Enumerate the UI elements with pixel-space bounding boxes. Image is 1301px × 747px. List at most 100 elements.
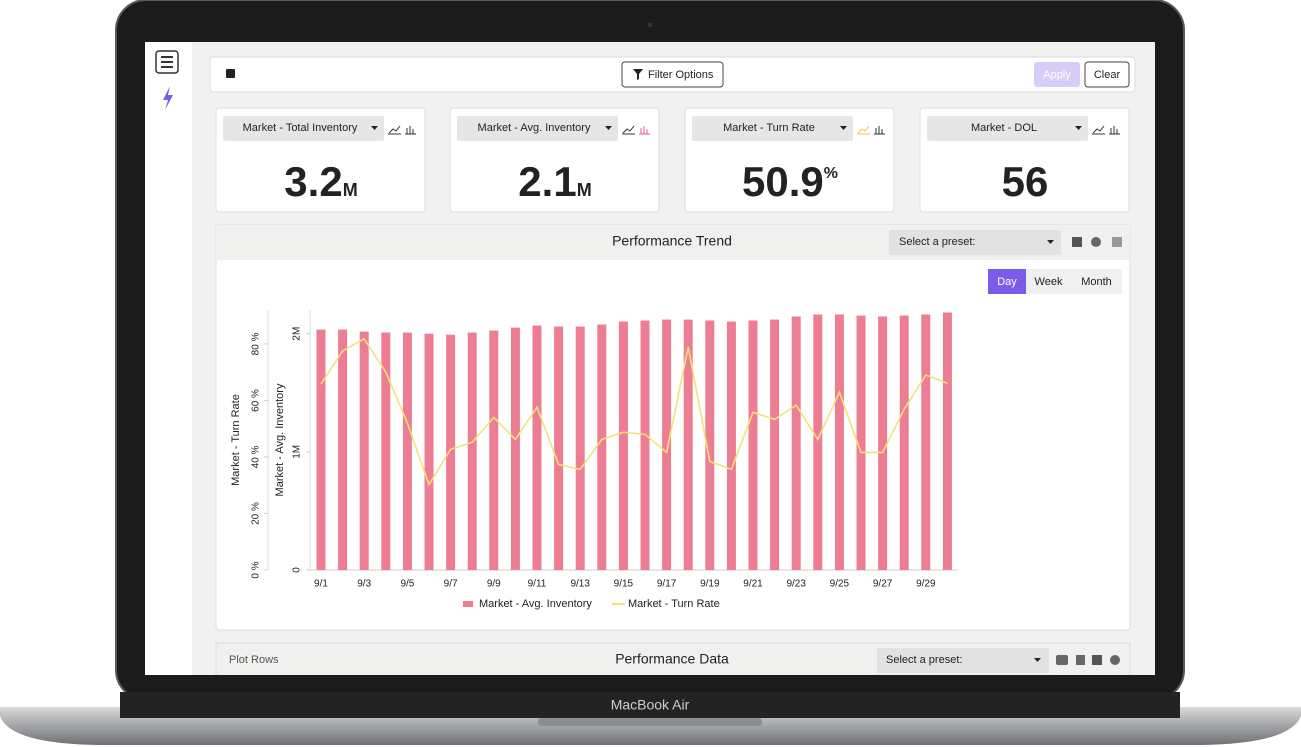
- y2-tick-label: 80 %: [251, 332, 262, 355]
- bar: [791, 316, 801, 570]
- y2-tick-label: 20 %: [251, 502, 262, 525]
- legend-label: Market - Avg. Inventory: [479, 598, 592, 610]
- y-axis-title: Market - Avg. Inventory: [274, 383, 286, 496]
- chart-title: Performance Trend: [612, 233, 732, 249]
- bar: [359, 331, 369, 570]
- y2-axis-title: Market - Turn Rate: [230, 394, 242, 486]
- bar: [467, 332, 477, 570]
- camera: [647, 22, 653, 28]
- selector-label: Market - Total Inventory: [243, 122, 358, 134]
- bar: [424, 333, 434, 570]
- kpi-selector[interactable]: Market - Turn Rate: [692, 116, 853, 141]
- kpi-value: 50.9%: [742, 158, 838, 205]
- bar: [899, 315, 909, 570]
- dropdown-arrow: [840, 126, 847, 130]
- settings-icon[interactable]: [1091, 237, 1101, 247]
- bar: [705, 320, 715, 570]
- screen-edge: [192, 675, 1155, 692]
- bar: [921, 314, 931, 570]
- range-button-bg: [1071, 269, 1122, 294]
- bar: [597, 324, 607, 570]
- range-button[interactable]: Month: [1071, 269, 1122, 294]
- x-tick-label: 9/21: [743, 579, 763, 590]
- clear-button[interactable]: Clear: [1084, 61, 1130, 88]
- data-panel-title: Performance Data: [615, 651, 729, 667]
- bar: [878, 316, 888, 570]
- kpi-unit: M: [343, 180, 358, 200]
- save-icon[interactable]: [226, 69, 235, 78]
- bar-chart-icon[interactable]: [874, 126, 885, 135]
- bar-chart-icon[interactable]: [1109, 126, 1120, 135]
- settings-icon[interactable]: [1110, 655, 1120, 665]
- bar-chart-icon[interactable]: [639, 126, 650, 135]
- bar: [942, 312, 952, 570]
- x-tick-label: 9/9: [487, 579, 501, 590]
- y2-tick-label: 60 %: [251, 389, 262, 412]
- kpi-number: 3.2: [284, 158, 342, 205]
- selector-label: Market - DOL: [971, 122, 1037, 134]
- x-tick-label: 9/5: [400, 579, 414, 590]
- x-tick-label: 9/29: [916, 579, 936, 590]
- preset-select[interactable]: Select a preset:: [889, 230, 1061, 255]
- bar: [575, 326, 585, 570]
- line-chart-icon[interactable]: [1092, 125, 1105, 135]
- plot-rows[interactable]: Plot Rows: [229, 654, 279, 666]
- bar-chart-icon[interactable]: [405, 126, 416, 135]
- kpi-unit: M: [577, 180, 592, 200]
- line-chart-icon[interactable]: [857, 125, 870, 135]
- db-icon[interactable]: [1056, 655, 1068, 665]
- x-tick-label: 9/23: [786, 579, 806, 590]
- kpi-number: 50.9: [742, 158, 824, 205]
- bar: [446, 334, 456, 570]
- kpi-number: 56: [1002, 158, 1049, 205]
- x-tick-label: 9/3: [357, 579, 371, 590]
- line-chart-icon[interactable]: [622, 125, 635, 135]
- bar: [338, 329, 348, 570]
- kpi-value: 56: [1002, 158, 1049, 205]
- bar: [316, 329, 326, 570]
- bar: [381, 332, 391, 570]
- kpi-selector[interactable]: Market - Total Inventory: [223, 116, 384, 141]
- y-tick-label: 0: [292, 567, 303, 573]
- kpi-unit: %: [824, 165, 838, 182]
- preset-label: Select a preset:: [899, 236, 975, 248]
- range-button[interactable]: Week: [1026, 269, 1071, 294]
- save-icon[interactable]: [1092, 655, 1102, 665]
- device-label: MacBook Air: [611, 697, 690, 713]
- kpi-number: 2.1: [518, 158, 576, 205]
- apply-label: Apply: [1043, 69, 1071, 81]
- kpi-selector[interactable]: Market - DOL: [927, 116, 1088, 141]
- x-tick-label: 9/27: [873, 579, 893, 590]
- preset-select[interactable]: Select a preset:: [877, 648, 1049, 673]
- bar: [856, 315, 866, 570]
- bolt-icon[interactable]: [163, 86, 173, 110]
- filter-label: Filter Options: [648, 69, 714, 81]
- minimize-icon[interactable]: [1112, 237, 1122, 247]
- save-icon[interactable]: [1072, 237, 1082, 247]
- selector-box: [457, 116, 618, 141]
- export-icon[interactable]: [1076, 655, 1085, 665]
- filter-button[interactable]: Filter Options: [621, 61, 724, 88]
- range-button[interactable]: Day: [988, 269, 1026, 294]
- bar: [489, 330, 499, 570]
- preset-label: Select a preset:: [886, 654, 962, 666]
- line-chart-icon[interactable]: [388, 125, 401, 135]
- apply-button[interactable]: Apply: [1034, 62, 1080, 87]
- laptop-hinge: [120, 692, 1180, 718]
- legend-swatch: [463, 601, 473, 607]
- x-tick-label: 9/11: [528, 579, 547, 590]
- selector-box: [927, 116, 1088, 141]
- kpi-selector[interactable]: Market - Avg. Inventory: [457, 116, 618, 141]
- range-button-label: Day: [997, 276, 1017, 288]
- x-tick-label: 9/17: [657, 579, 677, 590]
- x-tick-label: 9/25: [830, 579, 850, 590]
- x-tick-label: 9/7: [444, 579, 458, 590]
- dropdown-arrow: [605, 126, 612, 130]
- bar: [532, 325, 542, 570]
- bar: [554, 326, 564, 570]
- kpi-value: 3.2M: [284, 158, 357, 205]
- bar: [640, 320, 650, 570]
- menu-button[interactable]: [155, 50, 179, 74]
- range-button-label: Week: [1035, 276, 1063, 288]
